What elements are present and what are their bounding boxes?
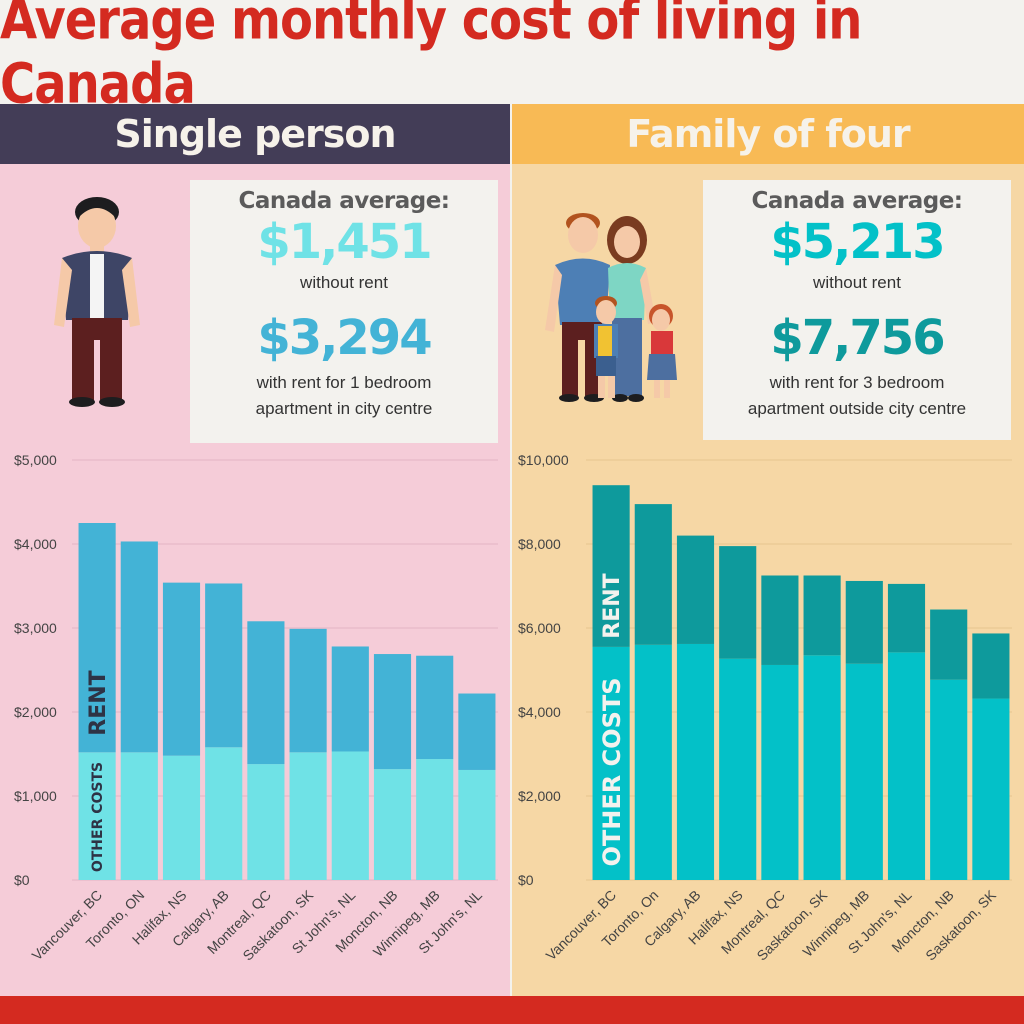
family-chart: $0 $2,000 $4,000 $6,000 $8,000 $10,000 Vancouv… xyxy=(518,452,1012,964)
bar-other-costs xyxy=(634,644,672,880)
y-tick-label: $1,000 xyxy=(14,788,57,804)
bar-other-costs xyxy=(972,698,1010,880)
bar-rent xyxy=(289,628,327,753)
bar-rent xyxy=(331,646,369,752)
family-with-rent-label-line2: apartment outside city centre xyxy=(747,399,967,418)
bar-rent xyxy=(205,583,243,748)
bar-other-costs xyxy=(331,751,369,880)
bar-other-costs xyxy=(887,652,926,880)
y-tick-label: $3,000 xyxy=(14,620,57,636)
bar-other-costs xyxy=(162,755,201,880)
bar-other-costs xyxy=(930,679,968,880)
bar-other-costs xyxy=(78,752,116,880)
other-costs-label: OTHER COSTS xyxy=(598,677,626,866)
single-with-rent-label-line2: apartment in city centre xyxy=(255,399,433,418)
footer-bar xyxy=(0,996,1024,1024)
y-tick-label: $6,000 xyxy=(518,620,561,636)
x-category-label: Vancouver, BC xyxy=(29,887,106,964)
x-category-label: Vancouver, BC xyxy=(543,887,620,964)
bar-rent xyxy=(592,485,630,647)
bar-rent xyxy=(803,575,841,656)
bar-other-costs xyxy=(120,752,158,880)
y-tick-label: $4,000 xyxy=(518,704,561,720)
family-with-rent-value: $7,756 xyxy=(770,310,945,366)
bar-rent xyxy=(247,621,285,765)
single-person-header: Single person xyxy=(0,104,510,164)
rent-label: RENT xyxy=(86,670,111,735)
single-person-summary-card: Canada average: $1,451 without rent $3,2… xyxy=(190,180,498,443)
y-tick-label: $5,000 xyxy=(14,452,57,468)
page-title: Average monthly cost of living in Canada xyxy=(0,0,862,116)
bar-other-costs xyxy=(289,752,327,880)
bar-other-costs xyxy=(247,764,285,880)
y-tick-label: $0 xyxy=(14,872,30,888)
y-tick-label: $4,000 xyxy=(14,536,57,552)
bar-rent xyxy=(416,655,454,760)
family-without-rent-label: without rent xyxy=(813,273,901,292)
bar-rent xyxy=(845,580,883,664)
y-tick-label: $0 xyxy=(518,872,534,888)
bar-rent xyxy=(162,582,201,756)
bar-rent xyxy=(78,523,116,753)
bar-rent xyxy=(120,541,158,753)
bar-rent xyxy=(676,535,715,644)
y-tick-label: $2,000 xyxy=(14,704,57,720)
single-without-rent-value: $1,451 xyxy=(257,214,432,270)
bar-other-costs xyxy=(373,769,412,880)
bar-rent xyxy=(373,654,412,770)
single-with-rent-label-line1: with rent for 1 bedroom xyxy=(256,373,432,392)
bar-other-costs xyxy=(719,658,757,880)
rent-label: RENT xyxy=(600,573,625,638)
bar-other-costs xyxy=(676,643,715,880)
y-tick-label: $2,000 xyxy=(518,788,561,804)
bar-other-costs xyxy=(205,747,243,880)
bar-other-costs xyxy=(845,663,883,880)
bar-rent xyxy=(458,693,496,770)
family-of-four-header: Family of four xyxy=(512,104,1024,164)
bar-other-costs xyxy=(458,769,496,880)
single-person-chart: $0 $1,000 $2,000 $3,000 $4,000 $5,000 Vancouve… xyxy=(14,452,498,964)
bar-rent xyxy=(930,609,968,680)
other-costs-label: OTHER COSTS xyxy=(90,762,106,872)
family-without-rent-value: $5,213 xyxy=(770,214,945,270)
bar-rent xyxy=(719,546,757,659)
single-without-rent-label: without rent xyxy=(300,273,388,292)
bar-rent xyxy=(634,504,672,645)
bar-other-costs xyxy=(416,759,454,880)
bar-rent xyxy=(887,583,926,653)
single-card-heading: Canada average: xyxy=(238,188,450,214)
bar-rent xyxy=(972,633,1010,699)
family-with-rent-label-line1: with rent for 3 bedroom xyxy=(769,373,945,392)
family-summary-card: Canada average: $5,213 without rent $7,7… xyxy=(703,180,1011,440)
bar-other-costs xyxy=(803,655,841,880)
y-tick-label: $10,000 xyxy=(518,452,569,468)
bar-other-costs xyxy=(592,646,630,880)
bar-rent xyxy=(761,575,799,665)
family-card-heading: Canada average: xyxy=(751,188,963,214)
single-with-rent-value: $3,294 xyxy=(257,310,432,366)
y-tick-label: $8,000 xyxy=(518,536,561,552)
bar-other-costs xyxy=(761,664,799,880)
